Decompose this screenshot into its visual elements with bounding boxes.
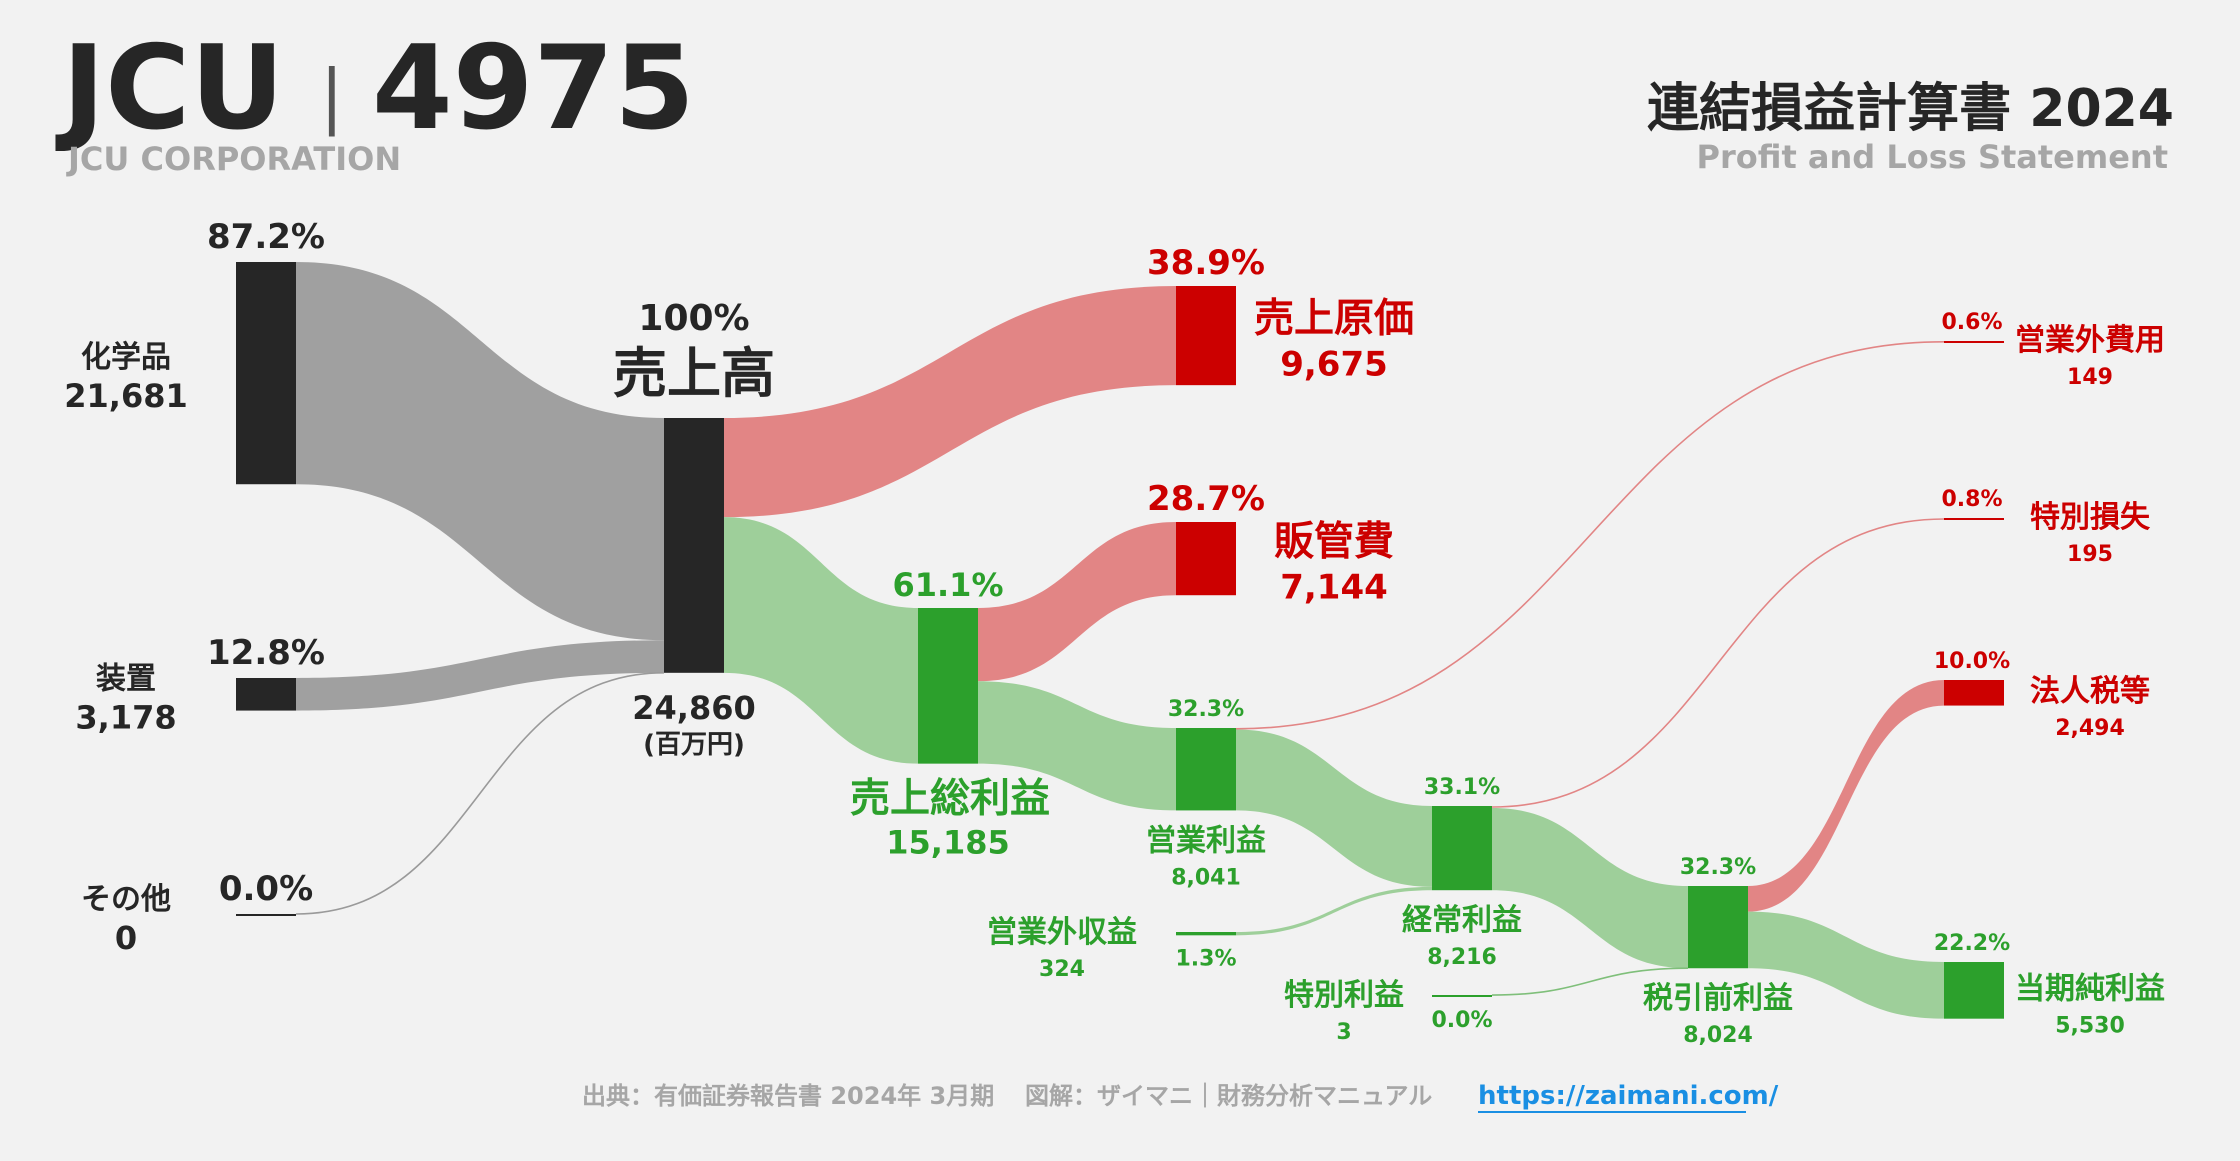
pct-label-equip: 12.8% [207,633,325,673]
node-value-extgain: 3 [1336,1020,1351,1045]
company-name: JCU CORPORATION [66,140,401,178]
node-value-other: 0 [115,919,137,957]
node-bar-net [1944,962,2004,1019]
flow-chem-to-revenue [296,262,664,641]
node-value-extloss: 195 [2067,542,2113,567]
node-name-extloss: 特別損失 [2030,500,2151,535]
pct-label-gross: 61.1% [892,566,1003,604]
label-layer: 87.2%化学品21,68112.8%装置3,1780.0%その他0100%売上… [64,217,2165,1048]
pct-label-tax: 10.0% [1934,649,2010,674]
node-value-gross: 15,185 [886,824,1009,862]
flow-ordinc-to-extloss [1491,518,1945,808]
flow-ordinc-to-pretax [1492,807,1688,969]
flow-revenue-to-cogs [724,286,1176,518]
node-name-revenue: 売上高 [613,342,775,405]
flow-layer [295,262,1945,1019]
node-name-cogs: 売上原価 [1254,296,1414,342]
page-subtitle: Profit and Loss Statement [1697,138,2168,176]
node-name-nonopexp: 営業外費用 [2015,323,2165,358]
node-name-chem: 化学品 [81,340,171,375]
pct-label-chem: 87.2% [207,217,325,257]
flow-opinc-to-nonopexp [1235,340,1945,730]
node-bar-other [236,914,296,916]
pct-label-nonopexp: 0.6% [1941,310,2002,335]
node-bar-extgain [1432,995,1492,997]
node-bar-extloss [1944,518,2004,520]
node-value-revenue: 24,860 [632,689,755,727]
flow-gross-to-opinc [978,681,1176,811]
node-bar-pretax [1688,886,1748,969]
flow-gross-to-sga [978,522,1176,682]
pct-label-other: 0.0% [219,869,313,909]
pct-label-opinc: 32.3% [1168,697,1244,722]
pct-label-extgain: 0.0% [1431,1008,1492,1033]
node-value-cogs: 9,675 [1280,345,1388,385]
node-value-tax: 2,494 [2055,716,2125,741]
node-value-chem: 21,681 [64,377,187,415]
node-name-tax: 法人税等 [2030,674,2150,709]
flow-nonopinc-to-ordinc [1236,886,1432,936]
source-note: 出典：有価証券報告書 2024年 3月期 [582,1082,994,1110]
flow-pretax-to-net [1748,911,1944,1019]
pct-label-revenue: 100% [638,298,749,339]
node-bar-gross [918,608,978,764]
node-bar-opinc [1176,728,1236,811]
pct-label-ordinc: 33.1% [1424,775,1500,800]
node-name-ordinc: 経常利益 [1402,903,1522,938]
node-bar-revenue [664,418,724,673]
node-value-equip: 3,178 [75,698,176,736]
node-bar-equip [236,678,296,711]
unit-label: (百万円) [643,730,745,760]
pct-label-net: 22.2% [1934,931,2010,956]
flow-other-to-revenue [295,672,665,915]
flow-opinc-to-ordinc [1236,729,1432,887]
node-value-nonopexp: 149 [2067,365,2113,390]
node-bar-nonopexp [1944,341,2004,343]
node-name-sga: 販管費 [1274,519,1394,565]
node-value-pretax: 8,024 [1683,1023,1753,1048]
pct-label-pretax: 32.3% [1680,855,1756,880]
header-separator: | [320,55,344,137]
flow-revenue-to-gross [724,517,918,764]
pct-label-sga: 28.7% [1147,479,1265,519]
node-bar-cogs [1176,286,1236,386]
node-bar-chem [236,262,296,485]
node-bar-nonopinc [1176,932,1236,936]
node-name-gross: 売上総利益 [850,776,1050,822]
flow-equip-to-revenue [296,640,664,711]
stock-code: 4975 [372,21,695,156]
node-layer [236,262,2004,1019]
node-name-net: 当期純利益 [2015,971,2165,1006]
node-value-nonopinc: 324 [1039,957,1085,982]
node-value-sga: 7,144 [1280,568,1388,608]
node-name-opinc: 営業利益 [1146,823,1266,858]
node-name-extgain: 特別利益 [1284,978,1404,1013]
node-value-net: 5,530 [2055,1013,2125,1038]
node-bar-sga [1176,522,1236,596]
node-name-equip: 装置 [96,661,156,696]
pct-label-extloss: 0.8% [1941,487,2002,512]
node-value-opinc: 8,041 [1171,865,1241,890]
node-name-pretax: 税引前利益 [1643,981,1793,1016]
page-title: 連結損益計算書 2024 [1647,79,2174,139]
node-value-ordinc: 8,216 [1427,945,1497,970]
node-bar-ordinc [1432,806,1492,891]
node-name-nonopinc: 営業外収益 [987,915,1137,950]
node-bar-tax [1944,680,2004,706]
credit-note: 図解：ザイマニ｜財務分析マニュアル [1025,1082,1432,1110]
pct-label-cogs: 38.9% [1147,243,1265,283]
flow-pretax-to-tax [1748,680,1944,912]
site-link[interactable]: https://zaimani.com/ [1478,1081,1779,1111]
ticker: JCU [55,21,284,156]
node-name-other: その他 [81,882,171,917]
flow-extgain-to-pretax [1491,967,1689,996]
pct-label-nonopinc: 1.3% [1175,946,1236,971]
